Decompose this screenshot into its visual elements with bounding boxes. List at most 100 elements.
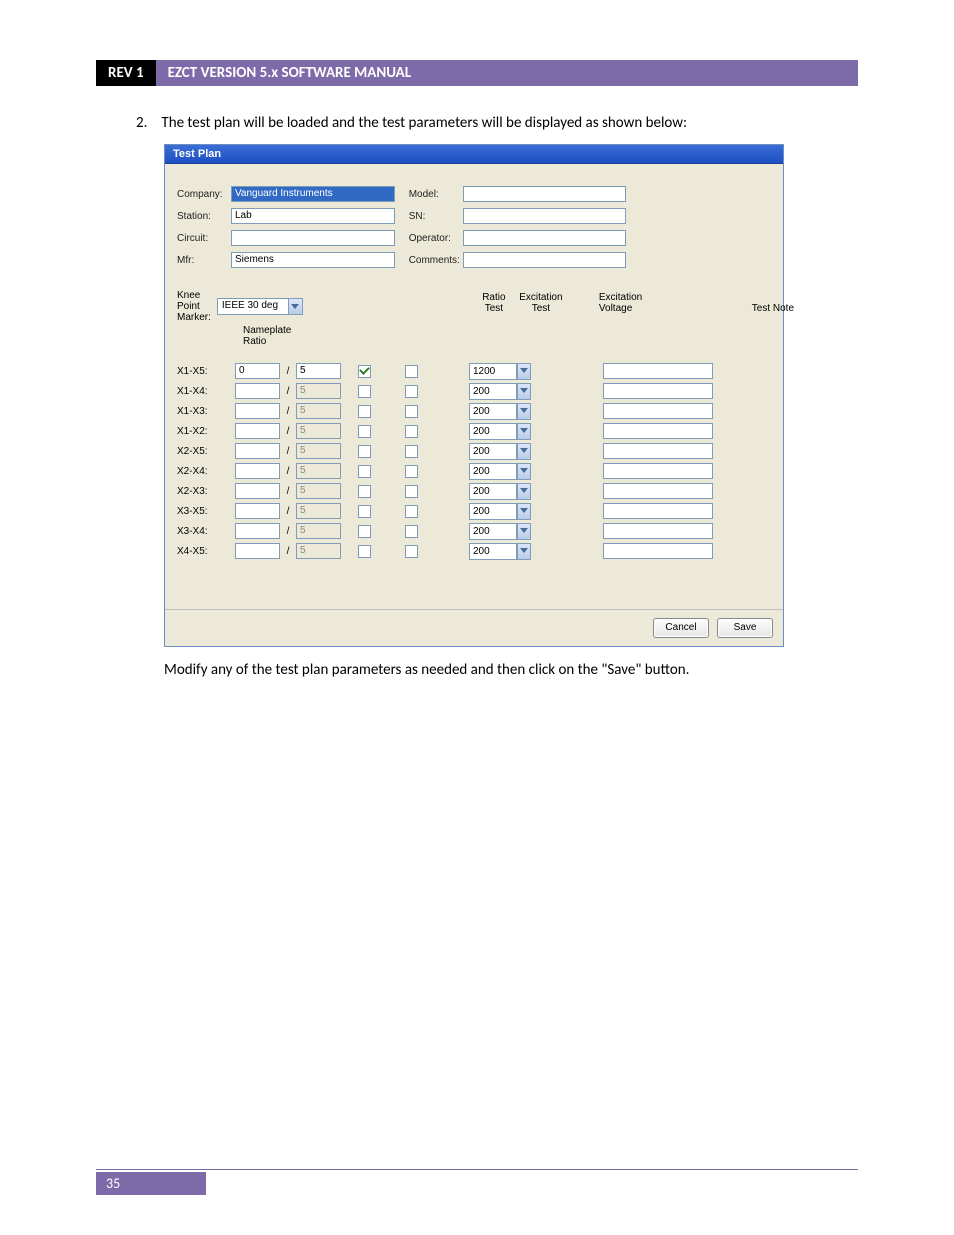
step-number: 2. [136,114,147,132]
save-button[interactable]: Save [717,618,773,638]
text-input[interactable] [463,230,627,246]
ratio-numerator-input[interactable] [235,443,280,459]
window-title: Test Plan [165,145,783,164]
ratio-numerator-input[interactable] [235,503,280,519]
row-label: X2-X5: [177,446,231,457]
ratio-test-checkbox[interactable] [358,385,371,398]
excitation-test-checkbox[interactable] [405,485,418,498]
field-label: Mfr: [177,255,231,266]
excitation-voltage-dropdown[interactable]: 200 [469,443,569,460]
excitation-voltage-dropdown[interactable]: 200 [469,523,569,540]
ratio-denominator-input[interactable]: 5 [296,363,341,379]
excitation-voltage-dropdown[interactable]: 200 [469,403,569,420]
ratio-denominator-input[interactable]: 5 [296,483,341,499]
cancel-button[interactable]: Cancel [653,618,709,638]
row-label: X1-X2: [177,426,231,437]
excitation-voltage-dropdown[interactable]: 200 [469,423,569,440]
test-row: X3-X5:/5200 [177,501,771,521]
test-row: X1-X2:/5200 [177,421,771,441]
excitation-test-checkbox[interactable] [405,545,418,558]
field-label: Company: [177,189,231,200]
field-label: Operator: [409,233,463,244]
test-note-input[interactable] [603,483,713,499]
test-note-input[interactable] [603,423,713,439]
ratio-test-checkbox[interactable] [358,465,371,478]
test-note-input[interactable] [603,523,713,539]
ratio-test-checkbox[interactable] [358,445,371,458]
ratio-numerator-input[interactable] [235,543,280,559]
excitation-test-checkbox[interactable] [405,405,418,418]
excitation-test-checkbox[interactable] [405,445,418,458]
row-label: X2-X3: [177,486,231,497]
ratio-test-checkbox[interactable] [358,525,371,538]
ratio-numerator-input[interactable] [235,383,280,399]
chevron-down-icon [517,523,531,540]
ratio-test-checkbox[interactable] [358,425,371,438]
test-note-input[interactable] [603,363,713,379]
ratio-denominator-input[interactable]: 5 [296,523,341,539]
ratio-test-checkbox[interactable] [358,365,371,378]
knee-point-dropdown[interactable]: IEEE 30 deg [217,298,303,315]
ratio-denominator-input[interactable]: 5 [296,383,341,399]
doc-title: EZCT VERSION 5.x SOFTWARE MANUAL [156,60,858,86]
text-input[interactable]: Vanguard Instruments [231,186,395,202]
ratio-denominator-input[interactable]: 5 [296,543,341,559]
text-input[interactable] [231,230,395,246]
chevron-down-icon [517,383,531,400]
knee-point-label: Knee Point Marker: [177,290,211,323]
text-input[interactable] [463,186,627,202]
ratio-numerator-input[interactable] [235,483,280,499]
ratio-numerator-input[interactable]: 0 [235,363,280,379]
field-label: Comments: [409,255,463,266]
ratio-numerator-input[interactable] [235,423,280,439]
ratio-test-checkbox[interactable] [358,505,371,518]
test-note-input[interactable] [603,443,713,459]
excitation-test-checkbox[interactable] [405,465,418,478]
test-row: X1-X5:0/51200 [177,361,771,381]
test-note-input[interactable] [603,403,713,419]
excitation-voltage-dropdown[interactable]: 200 [469,543,569,560]
text-input[interactable] [463,208,627,224]
col-ratio-test: RatioTest [475,292,513,314]
ratio-denominator-input[interactable]: 5 [296,463,341,479]
test-row: X2-X3:/5200 [177,481,771,501]
ratio-numerator-input[interactable] [235,523,280,539]
excitation-voltage-dropdown[interactable]: 200 [469,463,569,480]
excitation-test-checkbox[interactable] [405,385,418,398]
excitation-test-checkbox[interactable] [405,505,418,518]
excitation-voltage-dropdown[interactable]: 200 [469,483,569,500]
ratio-test-checkbox[interactable] [358,545,371,558]
excitation-test-checkbox[interactable] [405,425,418,438]
text-input[interactable]: Siemens [231,252,395,268]
test-row: X2-X5:/5200 [177,441,771,461]
excitation-voltage-dropdown[interactable]: 200 [469,503,569,520]
ratio-numerator-input[interactable] [235,463,280,479]
test-note-input[interactable] [603,383,713,399]
test-note-input[interactable] [603,543,713,559]
ratio-test-checkbox[interactable] [358,405,371,418]
excitation-test-checkbox[interactable] [405,525,418,538]
ratio-denominator-input[interactable]: 5 [296,423,341,439]
chevron-down-icon [517,403,531,420]
nameplate-ratio-label: Nameplate Ratio [243,325,303,347]
page-footer: 35 [96,1169,858,1195]
text-input[interactable] [463,252,627,268]
field-label: Circuit: [177,233,231,244]
ratio-numerator-input[interactable] [235,403,280,419]
ratio-denominator-input[interactable]: 5 [296,403,341,419]
excitation-voltage-dropdown[interactable]: 200 [469,383,569,400]
test-note-input[interactable] [603,463,713,479]
chevron-down-icon [517,423,531,440]
ratio-denominator-input[interactable]: 5 [296,503,341,519]
excitation-test-checkbox[interactable] [405,365,418,378]
step-text: 2.The test plan will be loaded and the t… [136,114,858,132]
ratio-slash: / [284,366,292,377]
test-note-input[interactable] [603,503,713,519]
excitation-voltage-dropdown[interactable]: 1200 [469,363,569,380]
test-row: X1-X3:/5200 [177,401,771,421]
ratio-denominator-input[interactable]: 5 [296,443,341,459]
ratio-test-checkbox[interactable] [358,485,371,498]
ratio-slash: / [284,406,292,417]
text-input[interactable]: Lab [231,208,395,224]
test-row: X3-X4:/5200 [177,521,771,541]
